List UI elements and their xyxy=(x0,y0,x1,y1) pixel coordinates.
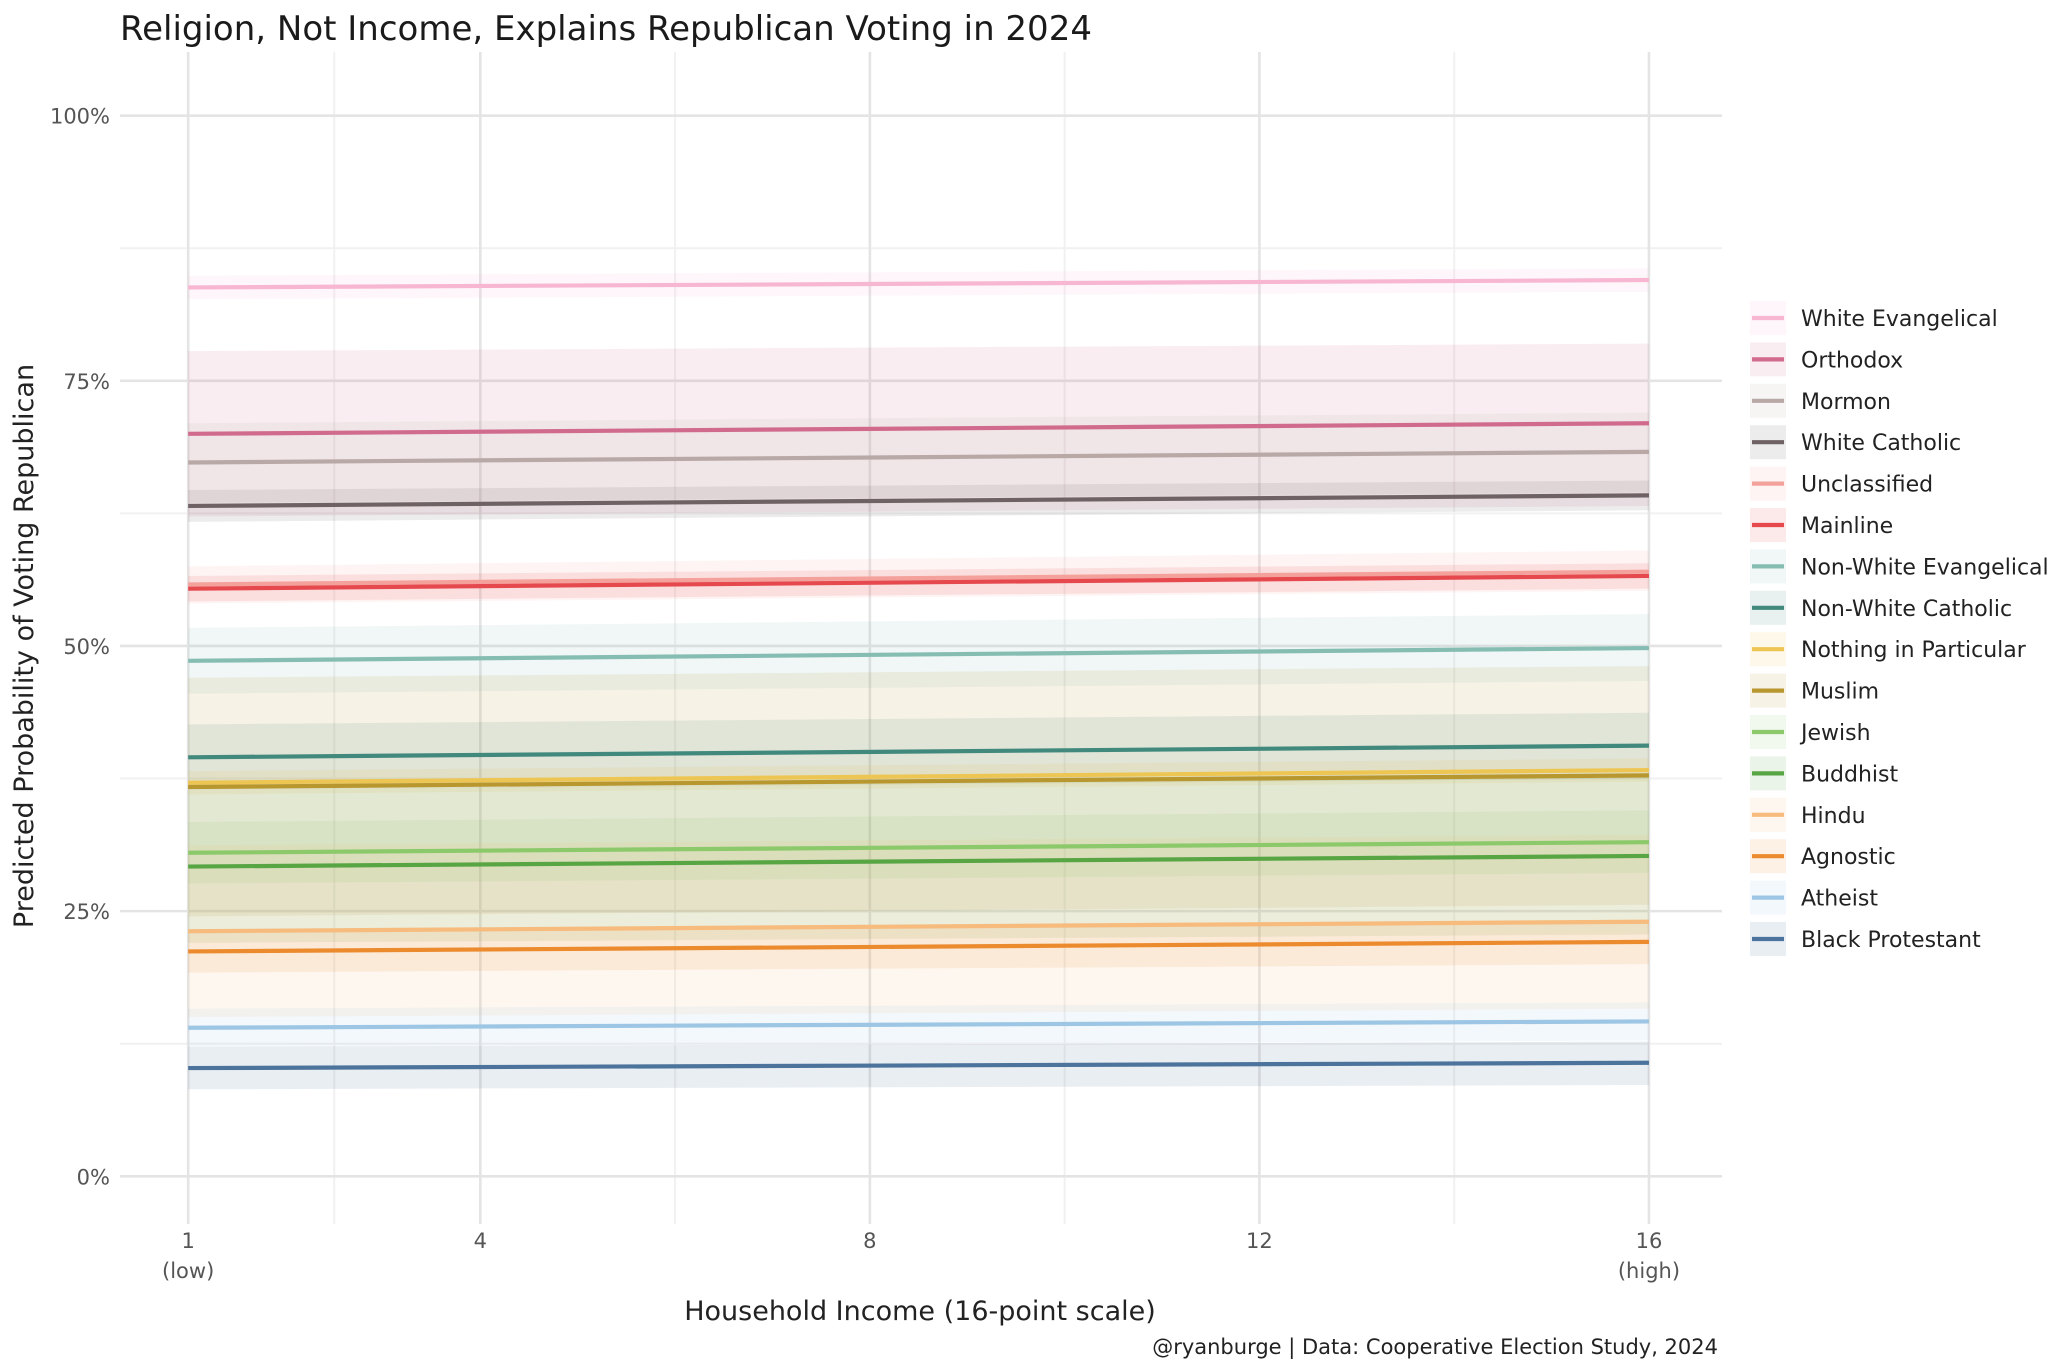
legend-item-hindu: Hindu xyxy=(1750,797,1866,832)
band-muslim xyxy=(188,666,1649,917)
chart-caption: @ryanburge | Data: Cooperative Election … xyxy=(1152,1335,1718,1360)
legend-label: Non-White Evangelical xyxy=(1801,555,2048,580)
line-mainline xyxy=(188,573,1649,591)
line-nothing-in-particular xyxy=(188,767,1649,785)
legend-item-nothing-in-particular: Nothing in Particular xyxy=(1750,632,2027,667)
legend-item-mainline: Mainline xyxy=(1750,508,1893,542)
legend: White Evangelical Orthodox Mormon White Cat… xyxy=(1750,301,2048,956)
x-tick-label-8: 8 xyxy=(863,1229,876,1253)
line-hindu xyxy=(188,919,1649,934)
legend-label: Agnostic xyxy=(1801,845,1896,870)
legend-label: Muslim xyxy=(1801,680,1879,705)
legend-item-atheist: Atheist xyxy=(1750,880,1878,915)
legend-item-white-catholic: White Catholic xyxy=(1750,425,1961,460)
line-non-white-catholic xyxy=(188,743,1649,760)
legend-label: Hindu xyxy=(1801,804,1866,829)
legend-item-non-white-evangelical: Non-White Evangelical xyxy=(1750,549,2048,584)
chart-title: Religion, Not Income, Explains Republica… xyxy=(120,9,1092,49)
line-black-protestant xyxy=(188,1060,1649,1071)
y-tick-label-50: 50% xyxy=(63,635,110,659)
legend-label: Nothing in Particular xyxy=(1801,638,2027,663)
legend-label: Orthodox xyxy=(1801,348,1903,373)
x-tick-sublabel-low: (low) xyxy=(162,1259,214,1283)
legend-label: Jewish xyxy=(1799,721,1871,746)
x-tick-label-16: 16 xyxy=(1636,1229,1663,1253)
legend-item-non-white-catholic: Non-White Catholic xyxy=(1750,590,2012,625)
series-lines xyxy=(188,277,1649,1071)
legend-label: Black Protestant xyxy=(1801,928,1981,953)
legend-label: Unclassified xyxy=(1801,473,1933,498)
line-jewish xyxy=(188,840,1649,855)
legend-item-black-protestant: Black Protestant xyxy=(1750,922,1981,956)
legend-item-unclassified: Unclassified xyxy=(1750,466,1933,501)
line-white-catholic xyxy=(188,493,1649,509)
legend-item-white-evangelical: White Evangelical xyxy=(1750,301,1998,335)
y-tick-label-25: 25% xyxy=(63,900,110,924)
y-axis-title: Predicted Probability of Voting Republic… xyxy=(9,364,40,928)
x-tick-label-4: 4 xyxy=(474,1229,487,1253)
x-axis-title: Household Income (16-point scale) xyxy=(684,1296,1156,1327)
y-tick-label-100: 100% xyxy=(50,105,110,129)
line-agnostic xyxy=(188,939,1649,954)
line-unclassified xyxy=(188,569,1649,587)
line-muslim xyxy=(188,773,1649,790)
line-white-evangelical xyxy=(188,277,1649,290)
line-orthodox xyxy=(188,421,1649,436)
legend-label: Non-White Catholic xyxy=(1801,597,2012,622)
y-axis-tick-labels: 0% 25% 50% 75% 100% xyxy=(50,105,110,1190)
legend-label: Buddhist xyxy=(1801,762,1898,787)
legend-label: White Catholic xyxy=(1801,431,1961,456)
legend-item-jewish: Jewish xyxy=(1750,715,1871,749)
confidence-bands xyxy=(188,268,1649,1090)
grid xyxy=(120,52,1722,1224)
y-tick-label-0: 0% xyxy=(77,1165,110,1189)
x-axis-tick-labels: 1 (low) 4 8 12 16 (high) xyxy=(162,1229,1680,1283)
legend-label: White Evangelical xyxy=(1801,307,1998,332)
line-mormon xyxy=(188,449,1649,465)
x-tick-sublabel-high: (high) xyxy=(1618,1259,1680,1283)
legend-item-muslim: Muslim xyxy=(1750,673,1879,708)
line-buddhist xyxy=(188,853,1649,869)
legend-label: Atheist xyxy=(1801,887,1878,912)
legend-item-mormon: Mormon xyxy=(1750,383,1891,418)
line-atheist xyxy=(188,1019,1649,1030)
line-non-white-evangelical xyxy=(188,645,1649,663)
legend-item-agnostic: Agnostic xyxy=(1750,839,1896,874)
x-tick-label-1: 1 xyxy=(181,1229,194,1253)
legend-label: Mormon xyxy=(1801,390,1891,415)
legend-item-orthodox: Orthodox xyxy=(1750,342,1903,377)
x-tick-label-12: 12 xyxy=(1246,1229,1273,1253)
y-tick-label-75: 75% xyxy=(63,370,110,394)
legend-item-buddhist: Buddhist xyxy=(1750,756,1898,791)
legend-label: Mainline xyxy=(1801,514,1893,539)
